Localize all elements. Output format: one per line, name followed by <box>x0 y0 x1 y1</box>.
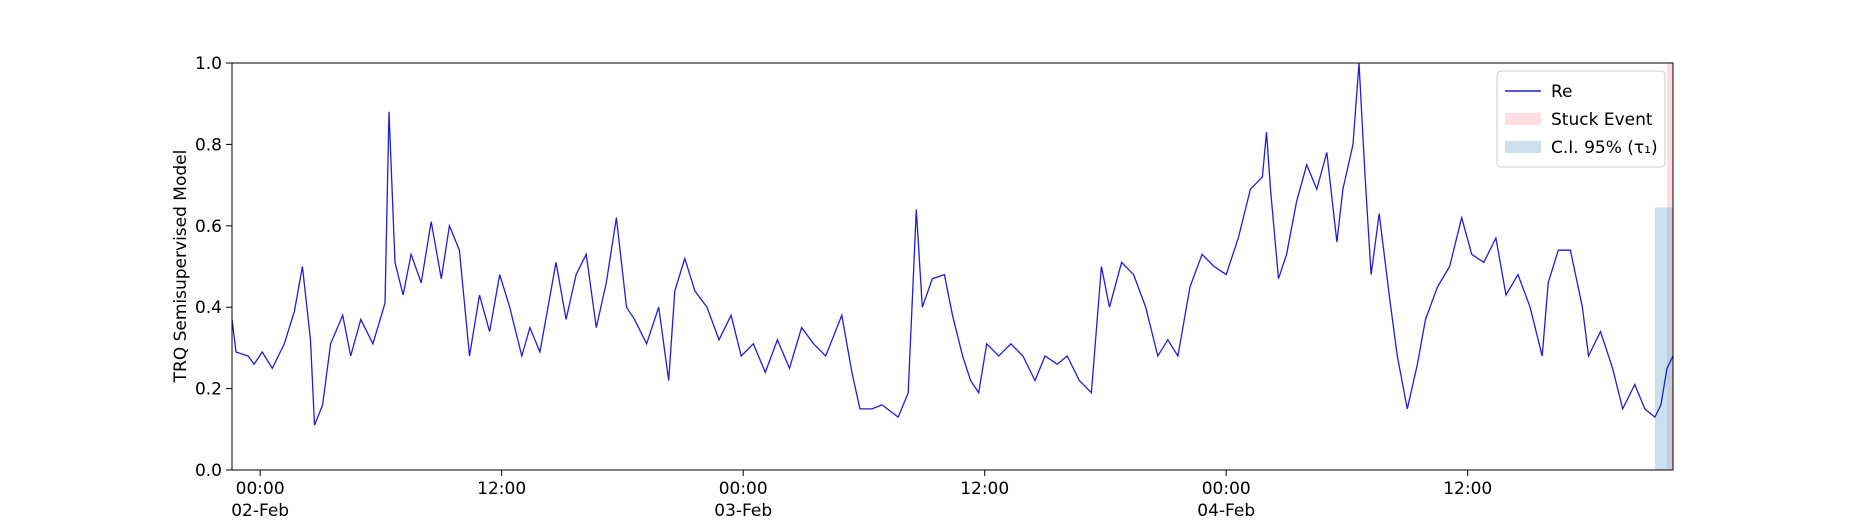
legend-label: Re <box>1551 82 1573 102</box>
band <box>1654 207 1673 471</box>
y-tick-label: 0.2 <box>195 380 222 400</box>
x-tick-label: 00:00 03-Feb <box>714 479 772 521</box>
y-axis-label: TRQ Semisupervised Model <box>171 150 191 384</box>
legend-label: C.I. 95% (τ₁) <box>1551 138 1658 158</box>
x-tick-label: 00:00 04-Feb <box>1197 479 1255 521</box>
legend-box <box>1496 70 1666 168</box>
y-tick-label: 0.8 <box>195 135 222 155</box>
plot-frame <box>231 62 1674 471</box>
line <box>231 62 1674 426</box>
x-tick-label: 12:00 <box>1443 479 1492 499</box>
legend-patch <box>1505 113 1541 125</box>
x-tick-label: 12:00 <box>477 479 526 499</box>
legend-label: Stuck Event <box>1551 110 1653 130</box>
y-tick-label: 1.0 <box>195 54 222 74</box>
y-tick-label: 0.6 <box>195 217 222 237</box>
band <box>1666 63 1673 470</box>
y-tick-label: 0.0 <box>195 461 222 481</box>
legend-patch <box>1505 141 1541 153</box>
y-tick-label: 0.4 <box>195 298 222 318</box>
x-tick-label: 12:00 <box>960 479 1009 499</box>
